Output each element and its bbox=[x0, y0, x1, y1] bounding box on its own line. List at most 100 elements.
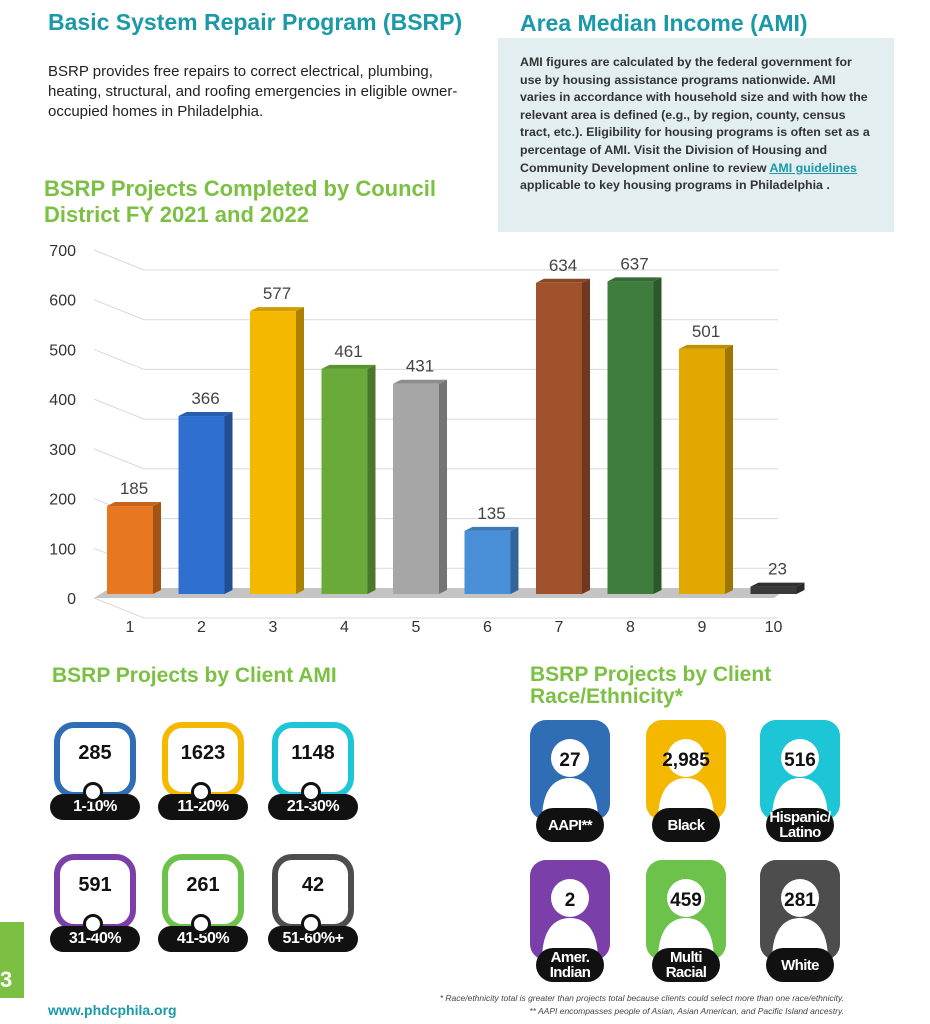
race-card-label: Amer. Indian bbox=[536, 948, 604, 982]
bar-district-10 bbox=[750, 582, 805, 594]
ami-title: Area Median Income (AMI) bbox=[520, 10, 808, 36]
bsrp-description: BSRP provides free repairs to correct el… bbox=[48, 63, 458, 120]
race-card-value: 2,985 bbox=[662, 750, 710, 771]
bar-side bbox=[796, 582, 805, 594]
bar-value-label: 431 bbox=[406, 357, 434, 376]
bar-side bbox=[153, 502, 161, 594]
bar-top bbox=[607, 277, 662, 282]
bar-front bbox=[607, 281, 654, 594]
race-card-value: 2 bbox=[564, 890, 576, 911]
ami-card-knob bbox=[301, 782, 321, 802]
bar-value-label: 577 bbox=[263, 284, 291, 303]
bar-district-9 bbox=[679, 344, 733, 594]
ami-card-value: 591 bbox=[78, 874, 112, 896]
ami-card: 591 31-40% bbox=[50, 854, 140, 952]
x-tick-label: 1 bbox=[126, 619, 135, 636]
chart-title: BSRP Projects Completed by Council Distr… bbox=[44, 176, 437, 227]
race-card: 516 Hispanic/ Latino bbox=[760, 720, 840, 842]
ami-text-end: applicable to key housing programs in Ph… bbox=[520, 178, 830, 193]
ami-card-knob bbox=[191, 914, 211, 934]
bar-value-label: 185 bbox=[120, 479, 148, 498]
ami-card-knob bbox=[191, 782, 211, 802]
gridline bbox=[93, 249, 778, 271]
bar-front bbox=[393, 383, 439, 594]
bar-front bbox=[321, 368, 368, 594]
race-card: 2 Amer. Indian bbox=[530, 860, 610, 982]
race-card-label: Multi Racial bbox=[652, 948, 720, 982]
bar-value-label: 461 bbox=[334, 342, 362, 361]
bar-value-label: 501 bbox=[692, 322, 720, 341]
x-tick-label: 3 bbox=[269, 619, 278, 636]
ami-card: 261 41-50% bbox=[158, 854, 248, 952]
footer-url[interactable]: www.phdcphila.org bbox=[48, 1002, 177, 1018]
bar-front bbox=[464, 530, 511, 594]
bar-side bbox=[510, 526, 519, 594]
bar-top bbox=[178, 412, 233, 417]
bar-side bbox=[224, 412, 233, 594]
gridline bbox=[93, 299, 778, 321]
bar-district-8 bbox=[607, 277, 662, 594]
bar-district-2 bbox=[178, 412, 233, 594]
bar-side bbox=[725, 344, 733, 594]
bar-district-4 bbox=[321, 364, 376, 594]
ami-card: 1623 11-20% bbox=[158, 722, 248, 820]
gridline bbox=[93, 348, 778, 370]
x-tick-label: 10 bbox=[765, 619, 783, 636]
bar-top bbox=[393, 379, 447, 384]
bar-front bbox=[250, 311, 296, 594]
bar-value-label: 634 bbox=[549, 256, 577, 275]
x-tick-label: 9 bbox=[698, 619, 707, 636]
race-card: 281 White bbox=[760, 860, 840, 982]
bar-front bbox=[178, 416, 225, 594]
race-card-label: White bbox=[766, 948, 834, 982]
bar-side bbox=[367, 364, 376, 594]
x-tick-label: 4 bbox=[340, 619, 349, 636]
y-tick-label: 300 bbox=[49, 442, 76, 459]
y-tick-label: 100 bbox=[49, 541, 76, 558]
y-tick-label: 700 bbox=[49, 243, 76, 260]
bar-front bbox=[679, 348, 725, 594]
bar-value-label: 135 bbox=[477, 504, 505, 523]
race-card-value: 516 bbox=[784, 750, 816, 771]
page-number: 3 bbox=[0, 967, 13, 992]
ami-card-knob bbox=[83, 914, 103, 934]
bar-side bbox=[439, 379, 447, 594]
bar-top bbox=[464, 526, 519, 531]
race-card-value: 27 bbox=[559, 750, 581, 771]
ami-guidelines-link[interactable]: AMI guidelines bbox=[769, 160, 857, 175]
ami-card-value: 42 bbox=[301, 874, 325, 896]
bar-top bbox=[679, 344, 733, 349]
x-tick-label: 7 bbox=[555, 619, 564, 636]
bar-front bbox=[750, 586, 797, 594]
race-card: 27 AAPI** bbox=[530, 720, 610, 842]
x-tick-label: 2 bbox=[197, 619, 206, 636]
ami-card-value: 1623 bbox=[180, 742, 226, 764]
y-tick-label: 0 bbox=[67, 591, 76, 608]
bar-side bbox=[653, 277, 662, 594]
race-card-label: Black bbox=[652, 808, 720, 842]
ami-card-knob bbox=[83, 782, 103, 802]
ami-card: 285 1-10% bbox=[50, 722, 140, 820]
ami-text: AMI figures are calculated by the federa… bbox=[520, 55, 870, 175]
bar-front bbox=[536, 282, 582, 594]
race-card: 2,985 Black bbox=[646, 720, 726, 842]
y-tick-label: 600 bbox=[49, 293, 76, 310]
ami-card-label: 31-40% bbox=[50, 926, 140, 952]
ami-card-value: 261 bbox=[186, 874, 220, 896]
page-number-tab: 3 bbox=[0, 922, 24, 998]
ami-section-title: BSRP Projects by Client AMI bbox=[52, 664, 337, 687]
bar-district-1 bbox=[107, 502, 161, 594]
y-tick-label: 500 bbox=[49, 342, 76, 359]
bar-value-label: 366 bbox=[191, 389, 219, 408]
bar-district-5 bbox=[393, 379, 447, 594]
race-card-label: AAPI** bbox=[536, 808, 604, 842]
x-tick-label: 5 bbox=[412, 619, 421, 636]
bar-top bbox=[536, 278, 590, 283]
bar-district-6 bbox=[464, 526, 519, 594]
y-tick-label: 400 bbox=[49, 392, 76, 409]
bar-district-3 bbox=[250, 307, 304, 594]
x-tick-label: 6 bbox=[483, 619, 492, 636]
race-card-label: Hispanic/ Latino bbox=[766, 808, 834, 842]
bar-top bbox=[750, 582, 805, 587]
gridline bbox=[93, 597, 778, 619]
